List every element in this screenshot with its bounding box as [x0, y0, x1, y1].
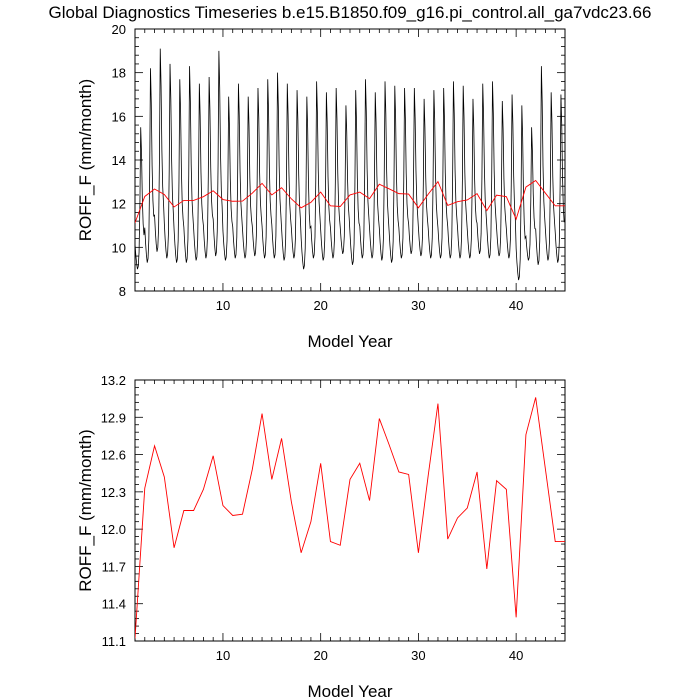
- y-tick-label: 12.9: [101, 410, 126, 425]
- y-tick-label: 12.3: [101, 485, 126, 500]
- x-tick-label: 20: [313, 298, 327, 313]
- figure-title: Global Diagnostics Timeseries b.e15.B185…: [49, 3, 652, 22]
- plot-frame: [134, 379, 566, 642]
- monthly-annual-panel: 10 20 30 40 8 10 12 14 16 18 20 Model Year ROFF_F (m…: [76, 22, 566, 351]
- annual-mean-panel: 10 20 30 40 11.1 11.4 11.7 12.0 12.3 12.6 12.9 13.2…: [76, 373, 566, 700]
- x-axis-label: Model Year: [307, 332, 392, 351]
- annual-mean-series-line: [135, 397, 565, 639]
- y-tick-label: 11.7: [102, 559, 126, 574]
- y-axis-label: ROFF_F (mm/month): [76, 429, 95, 591]
- monthly-series-line: [135, 48, 565, 281]
- y-tick-label: 10: [112, 240, 126, 255]
- x-tick-label: 40: [509, 298, 523, 313]
- x-tick-label: 30: [411, 648, 425, 663]
- y-tick-label: 12.6: [101, 448, 126, 463]
- y-tick-label: 20: [112, 22, 126, 37]
- y-tick-label: 11.4: [102, 597, 126, 612]
- y-tick-label: 13.2: [101, 373, 126, 388]
- y-tick-label: 8: [119, 284, 126, 299]
- x-tick-label: 30: [411, 298, 425, 313]
- x-tick-label: 10: [216, 648, 230, 663]
- y-tick-label: 12: [112, 197, 126, 212]
- y-tick-label: 12.0: [101, 522, 126, 537]
- x-tick-label: 10: [216, 298, 230, 313]
- y-tick-label: 11.1: [102, 634, 126, 649]
- x-axis-label: Model Year: [307, 682, 392, 700]
- x-tick-label: 40: [509, 648, 523, 663]
- y-tick-label: 16: [112, 109, 126, 124]
- plot-frame: [134, 28, 566, 292]
- x-tick-label: 20: [313, 648, 327, 663]
- annual-mean-series-line: [135, 179, 565, 224]
- y-tick-label: 14: [112, 153, 126, 168]
- y-axis-label: ROFF_F (mm/month): [76, 79, 95, 241]
- y-tick-label: 18: [112, 66, 126, 81]
